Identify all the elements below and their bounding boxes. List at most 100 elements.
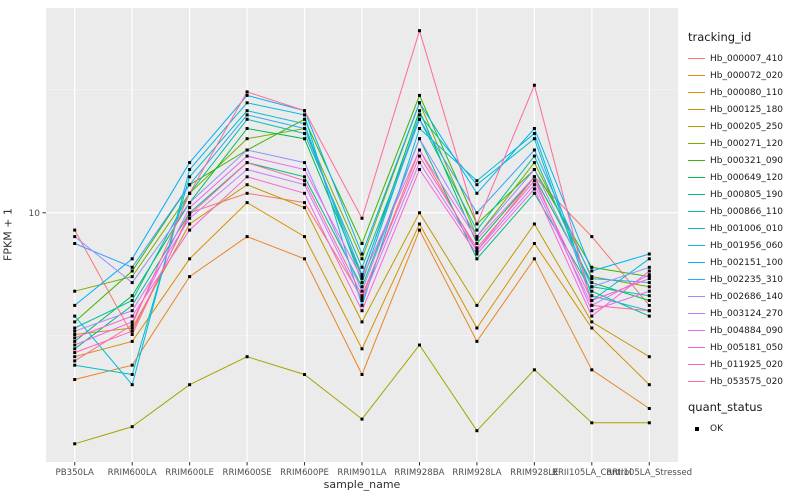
data-point (73, 235, 77, 239)
x-tick-label: RRIM901LA (337, 468, 386, 478)
data-point (418, 168, 421, 171)
data-point (360, 242, 364, 245)
data-point (590, 314, 594, 318)
data-point (245, 154, 249, 158)
data-point (73, 343, 77, 347)
legend-item-label: Hb_005181_050 (710, 342, 784, 353)
data-point (590, 269, 594, 273)
data-point (590, 281, 594, 285)
data-point (245, 168, 249, 171)
legend: tracking_id Hb_000007_410 Hb_000072_020 Hb… (688, 24, 798, 437)
data-point (532, 161, 536, 165)
x-tick-label: RRIM600LE (165, 468, 214, 478)
data-point (647, 303, 651, 307)
legend-item-label: Hb_000866_110 (710, 206, 784, 217)
data-point (188, 383, 192, 387)
data-point (245, 183, 249, 187)
data-point (590, 320, 594, 324)
data-point (418, 211, 421, 215)
data-point (532, 222, 536, 226)
data-point (73, 228, 77, 232)
x-tick-label: RRIM928LE (510, 468, 559, 478)
data-point (590, 294, 594, 298)
data-point (188, 191, 192, 195)
legend-item: Hb_000125_180 (688, 101, 798, 118)
data-point (303, 183, 306, 187)
legend-key-line-icon (688, 92, 705, 93)
data-point (188, 213, 192, 217)
data-point (647, 309, 651, 313)
x-tick-label: RRIM600SE (222, 468, 271, 478)
data-point (245, 355, 249, 359)
data-point (303, 109, 306, 113)
x-tick-label: RRIM928LA (452, 468, 501, 478)
data-point (303, 122, 306, 126)
data-point (532, 179, 536, 183)
legend-item-label: Hb_000072_020 (710, 70, 784, 81)
data-point (303, 161, 306, 165)
data-point (73, 314, 77, 318)
data-point (475, 249, 479, 253)
data-point (73, 333, 77, 336)
x-tick-label: PB350LA (56, 468, 94, 478)
data-point (130, 265, 134, 269)
data-point (130, 373, 134, 376)
legend-key-line-icon (688, 160, 705, 161)
data-point (360, 347, 364, 351)
legend-item: Hb_000205_250 (688, 118, 798, 135)
data-point (647, 421, 651, 425)
legend-item: Hb_002235_310 (688, 271, 798, 288)
data-point (647, 269, 651, 273)
legend-item-label: Hb_004884_090 (710, 325, 784, 336)
data-point (188, 222, 192, 226)
legend-key-line-icon (688, 211, 705, 212)
data-point (475, 222, 479, 226)
data-point (475, 429, 479, 433)
data-point (590, 368, 594, 372)
data-point (532, 137, 536, 141)
data-point (130, 425, 134, 429)
legend-key-line-icon (688, 228, 705, 229)
data-point (475, 246, 479, 250)
legend-item-label: Hb_002235_310 (710, 274, 784, 285)
data-point (532, 183, 536, 187)
legend-key-line-icon (688, 296, 705, 297)
legend-item-label: Hb_000271_120 (710, 138, 784, 149)
data-point (360, 309, 364, 313)
x-tick-label: RRIM928BA (394, 468, 444, 478)
data-point (360, 265, 364, 269)
data-point (418, 29, 421, 33)
data-point (130, 320, 134, 324)
legend-key-line-icon (688, 262, 705, 263)
tracking-legend-items: Hb_000007_410 Hb_000072_020 Hb_000080_110 H… (688, 50, 798, 390)
data-point (130, 329, 134, 333)
data-point (73, 359, 77, 363)
data-point (73, 336, 77, 340)
legend-item: Hb_000080_110 (688, 84, 798, 101)
data-point (245, 113, 249, 117)
data-point (475, 303, 479, 307)
x-tick-label: RRIM600LA (108, 468, 157, 478)
data-point (647, 257, 651, 261)
data-point (245, 127, 249, 130)
data-point (245, 201, 249, 205)
data-point (532, 368, 536, 372)
data-point (188, 228, 192, 232)
legend-item: Hb_003124_270 (688, 305, 798, 322)
data-point (245, 161, 249, 165)
data-point (418, 137, 421, 141)
data-point (590, 326, 594, 330)
data-point (303, 201, 306, 205)
data-point (532, 242, 536, 245)
data-point (647, 355, 651, 359)
legend-item-label: Hb_011925_020 (710, 359, 784, 370)
data-point (130, 269, 134, 273)
legend-key-line-icon (688, 279, 705, 280)
data-point (303, 179, 306, 183)
legend-key-line-icon (688, 58, 705, 59)
data-point (360, 303, 364, 307)
data-point (73, 347, 77, 351)
data-point (130, 383, 134, 387)
data-point (475, 237, 479, 241)
